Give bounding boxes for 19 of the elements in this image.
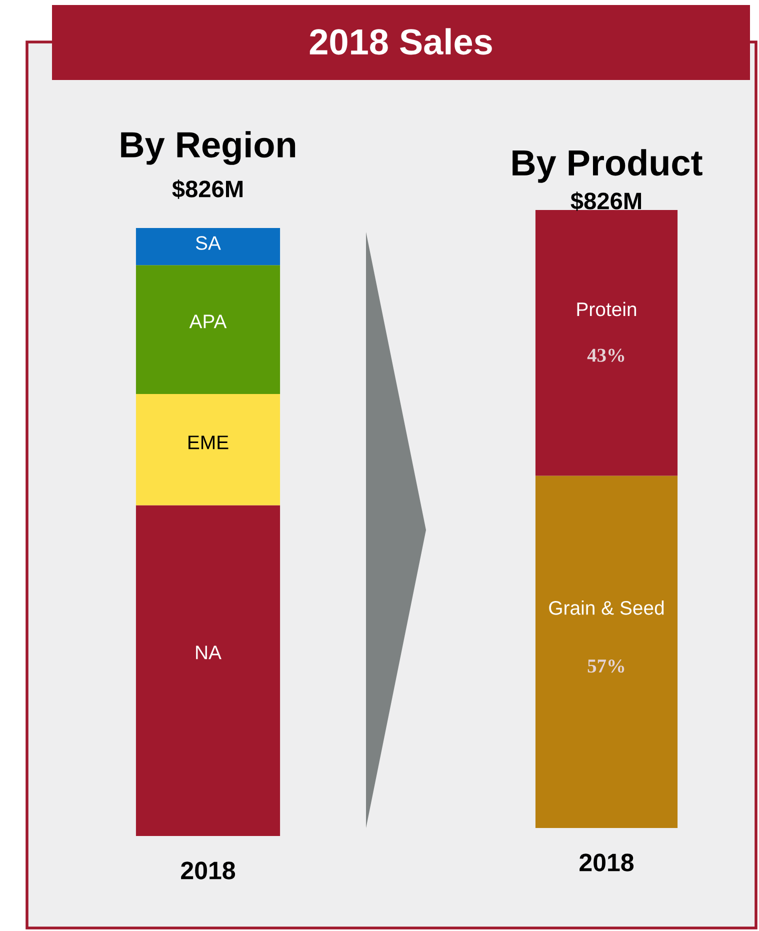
chart-subtitle: $826M bbox=[172, 180, 243, 199]
bar bbox=[136, 505, 280, 836]
bar bbox=[136, 394, 280, 506]
series-label: NA bbox=[196, 646, 222, 660]
x-tick-label: 2018 bbox=[181, 862, 236, 880]
data-label: 43% bbox=[587, 348, 624, 362]
series-label: EME bbox=[188, 436, 228, 450]
series-label: Protein bbox=[577, 302, 636, 316]
data-label: 57% bbox=[588, 659, 624, 673]
bar bbox=[136, 265, 280, 394]
bar bbox=[136, 228, 280, 266]
chart-subtitle: $826M bbox=[570, 192, 642, 211]
series-label: APA bbox=[189, 314, 227, 328]
x-tick-label: 2018 bbox=[580, 854, 634, 872]
chart-title: By Product bbox=[512, 149, 702, 183]
chart-title: By Region bbox=[121, 131, 296, 165]
series-label: Grain & Seed bbox=[549, 600, 664, 615]
text: 2018 Sales bbox=[310, 28, 492, 55]
series-label: SA bbox=[196, 236, 221, 250]
